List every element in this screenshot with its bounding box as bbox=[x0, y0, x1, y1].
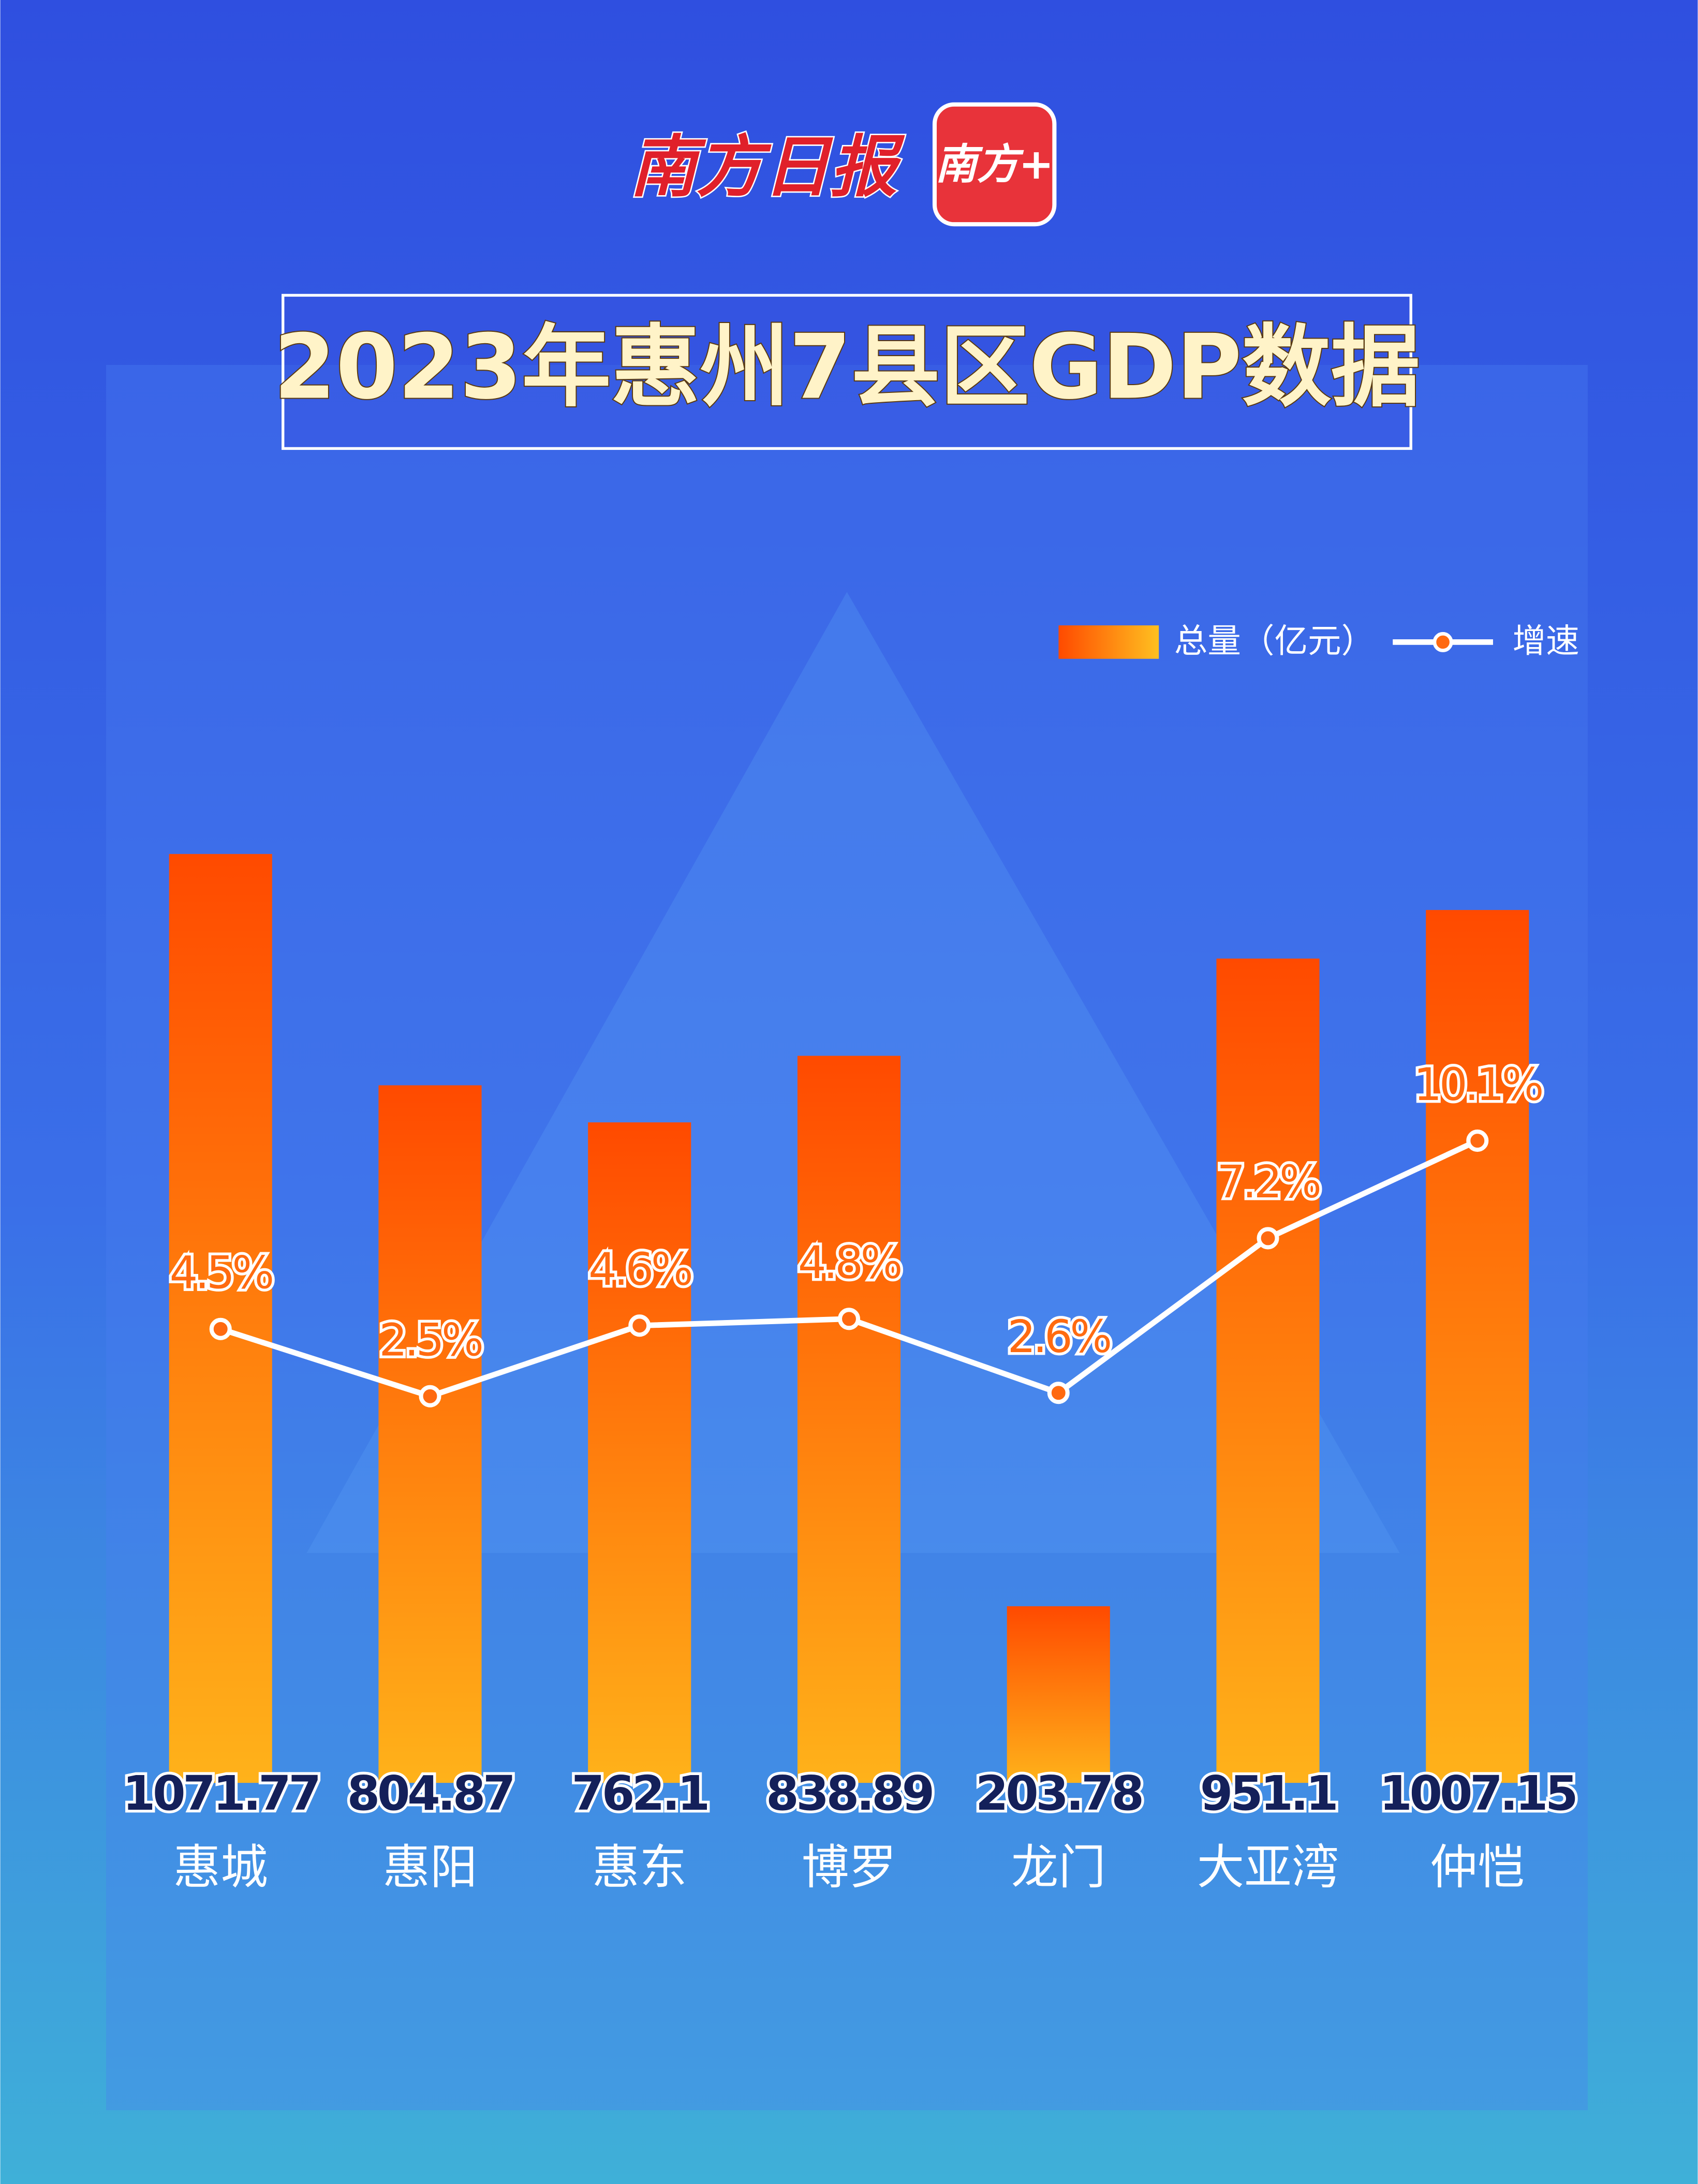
legend-label: 总量（亿元） bbox=[1174, 622, 1375, 661]
bar-value-label: 838.89 bbox=[766, 1766, 932, 1821]
growth-point bbox=[837, 1308, 861, 1330]
legend-marker bbox=[1433, 632, 1453, 652]
growth-label: 4.8% bbox=[798, 1237, 901, 1289]
bar bbox=[588, 1122, 691, 1783]
bar bbox=[1216, 958, 1320, 1783]
bar bbox=[378, 1085, 482, 1783]
growth-point bbox=[1047, 1382, 1070, 1404]
growth-label: 2.5% bbox=[379, 1314, 482, 1366]
legend-swatch bbox=[1058, 625, 1159, 659]
legend-label: 增速 bbox=[1513, 622, 1579, 661]
x-tick-label: 博罗 bbox=[802, 1839, 896, 1895]
app-logo: 南方+ bbox=[935, 140, 1054, 189]
growth-point bbox=[419, 1385, 441, 1408]
x-tick-label: 惠城 bbox=[173, 1839, 268, 1895]
growth-label: 7.2% bbox=[1217, 1156, 1320, 1208]
x-tick-label: 惠阳 bbox=[383, 1839, 478, 1895]
bar bbox=[1426, 910, 1529, 1783]
growth-point bbox=[628, 1314, 651, 1337]
growth-point bbox=[1466, 1130, 1489, 1152]
growth-label: 10.1% bbox=[1413, 1059, 1542, 1111]
x-tick-label: 惠东 bbox=[592, 1839, 687, 1895]
growth-label: 2.6% bbox=[1008, 1311, 1111, 1363]
growth-label: 4.5% bbox=[170, 1247, 273, 1299]
bar-value-label: 762.1 bbox=[572, 1766, 707, 1821]
growth-point bbox=[1257, 1227, 1279, 1250]
growth-point bbox=[209, 1317, 232, 1340]
bar bbox=[1007, 1606, 1110, 1783]
bar-value-label: 203.78 bbox=[976, 1766, 1142, 1821]
bar bbox=[797, 1056, 901, 1783]
bar-value-label: 951.1 bbox=[1200, 1766, 1336, 1821]
bar-value-label: 804.87 bbox=[347, 1766, 513, 1821]
x-tick-label: 仲恺 bbox=[1430, 1839, 1525, 1895]
legend: 总量（亿元） 增速 bbox=[1058, 622, 1579, 661]
x-tick-label: 大亚湾 bbox=[1197, 1839, 1339, 1895]
bar-value-label: 1007.15 bbox=[1379, 1766, 1575, 1821]
bar-value-label: 1071.77 bbox=[123, 1766, 319, 1821]
app-icon bbox=[932, 102, 1057, 227]
x-tick-label: 龙门 bbox=[1011, 1839, 1106, 1895]
growth-label: 4.6% bbox=[588, 1244, 691, 1296]
title-box bbox=[282, 294, 1412, 450]
brand-logo: 南方日报 bbox=[630, 128, 905, 206]
chart-title: 2023年惠州7县区GDP数据 bbox=[274, 315, 1420, 419]
